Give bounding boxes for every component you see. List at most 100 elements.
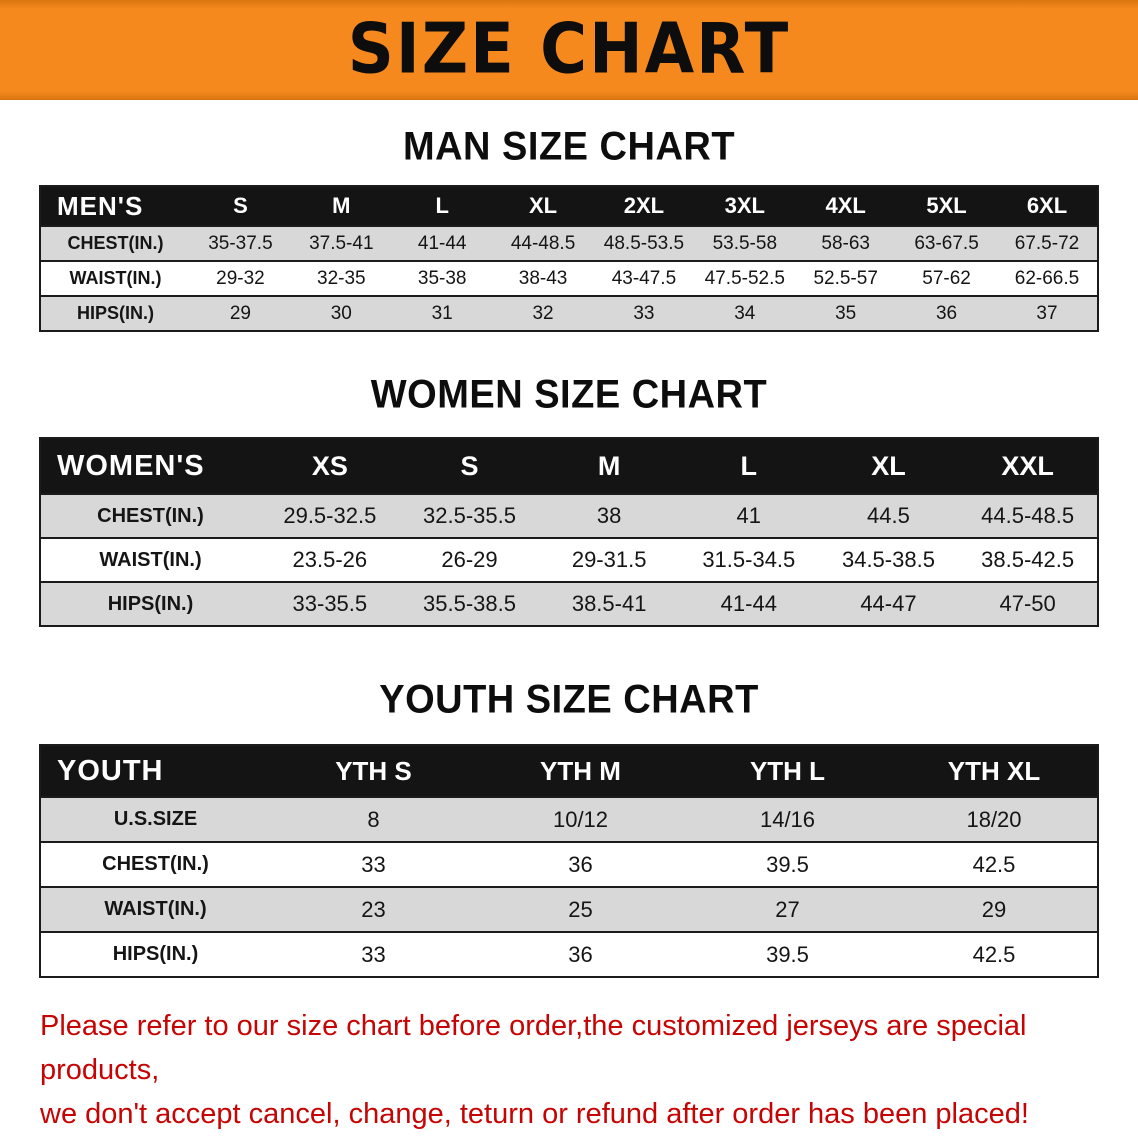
table-cell: 62-66.5	[1014, 267, 1080, 289]
table-cell: 35.5-38.5	[423, 591, 516, 616]
youth-chest-row: CHEST(IN.) 33 36 39.5 42.5	[40, 842, 1098, 887]
row-label: U.S.SIZE	[113, 808, 198, 830]
table-cell: 23	[361, 896, 386, 922]
youth-waist-row: WAIST(IN.) 23 25 27 29	[40, 887, 1098, 932]
table-cell: 26-29	[441, 547, 498, 572]
column-header: L	[678, 438, 819, 494]
row-label: CHEST(IN.)	[67, 233, 164, 253]
men-section-title: MAN SIZE CHART	[402, 124, 736, 170]
row-label: HIPS(IN.)	[76, 303, 154, 323]
column-header: YTH XL	[891, 745, 1098, 797]
men-table-corner-label: MEN'S	[40, 186, 190, 226]
table-cell: 32.5-35.5	[423, 503, 516, 528]
column-header: S	[399, 438, 540, 494]
table-cell: 53.5-58	[712, 232, 778, 254]
table-cell: 36	[935, 302, 958, 324]
table-cell: 44-47	[860, 591, 917, 616]
table-cell: 48.5-53.5	[603, 232, 685, 254]
table-cell: 33	[361, 851, 386, 877]
column-header: XXL	[958, 438, 1098, 494]
table-cell: 42.5	[972, 941, 1016, 967]
row-label: CHEST(IN.)	[102, 853, 209, 875]
table-cell: 44-48.5	[510, 232, 576, 254]
table-cell: 29.5-32.5	[283, 503, 377, 528]
column-header: XL	[492, 186, 594, 226]
women-size-chart-section: WOMEN SIZE CHART WOMEN'S XS S M L XL XXL…	[0, 332, 1138, 627]
table-cell: 39.5	[766, 941, 809, 967]
table-cell: 35-37.5	[208, 232, 273, 254]
table-cell: 38.5-41	[571, 591, 647, 616]
table-cell: 41-44	[417, 232, 467, 254]
men-table-header-row: MEN'S S M L XL 2XL 3XL 4XL 5XL 6XL	[40, 186, 1098, 226]
notice-line-1: Please refer to our size chart before or…	[40, 1010, 1027, 1086]
row-label: WAIST(IN.)	[99, 548, 202, 571]
table-cell: 41-44	[720, 591, 777, 616]
table-cell: 36	[568, 941, 593, 967]
men-size-chart-section: MAN SIZE CHART MEN'S S M L XL 2XL 3XL 4X…	[0, 100, 1138, 332]
table-cell: 41	[736, 503, 762, 528]
table-cell: 57-62	[922, 267, 971, 289]
table-cell: 39.5	[766, 851, 809, 877]
table-cell: 35-38	[417, 267, 467, 289]
table-cell: 36	[568, 851, 593, 877]
table-cell: 33-35.5	[292, 591, 368, 616]
row-label: HIPS(IN.)	[107, 592, 194, 615]
column-header: 5XL	[896, 186, 997, 226]
table-cell: 33	[361, 941, 386, 967]
table-cell: 23.5-26	[292, 547, 368, 572]
table-cell: 32	[532, 302, 554, 324]
youth-size-table: YOUTH YTH S YTH M YTH L YTH XL U.S.SIZE …	[39, 744, 1099, 978]
women-table-corner-label: WOMEN'S	[40, 438, 260, 494]
table-cell: 58-63	[821, 232, 870, 254]
table-cell: 10/12	[552, 806, 609, 832]
youth-ussize-row: U.S.SIZE 8 10/12 14/16 18/20	[40, 797, 1098, 842]
youth-table-header-row: YOUTH YTH S YTH M YTH L YTH XL	[40, 745, 1098, 797]
table-cell: 29-31.5	[571, 547, 647, 572]
column-header: M	[539, 438, 679, 494]
table-cell: 47-50	[999, 591, 1056, 616]
youth-hips-row: HIPS(IN.) 33 36 39.5 42.5	[40, 932, 1098, 977]
table-cell: 18/20	[966, 806, 1022, 832]
row-label: WAIST(IN.)	[69, 268, 162, 288]
women-waist-row: WAIST(IN.) 23.5-26 26-29 29-31.5 31.5-34…	[40, 538, 1098, 582]
men-hips-row: HIPS(IN.) 29 30 31 32 33 34 35 36 37	[40, 296, 1098, 331]
column-header: 2XL	[593, 186, 695, 226]
column-header: YTH M	[477, 745, 684, 797]
table-cell: 30	[330, 302, 352, 324]
men-size-table: MEN'S S M L XL 2XL 3XL 4XL 5XL 6XL CHEST…	[39, 185, 1099, 332]
table-cell: 37.5-41	[309, 232, 374, 254]
row-label: WAIST(IN.)	[104, 898, 207, 920]
table-cell: 29-32	[216, 267, 265, 289]
column-header: S	[190, 186, 291, 226]
column-header: 4XL	[795, 186, 897, 226]
table-cell: 25	[568, 896, 593, 922]
table-cell: 27	[775, 896, 800, 922]
column-header: 3XL	[694, 186, 796, 226]
table-cell: 44.5-48.5	[981, 503, 1075, 528]
size-chart-banner: SIZE CHART	[0, 0, 1138, 100]
table-cell: 43-47.5	[611, 267, 677, 289]
table-cell: 52.5-57	[813, 267, 878, 289]
women-table-header-row: WOMEN'S XS S M L XL XXL	[40, 438, 1098, 494]
women-chest-row: CHEST(IN.) 29.5-32.5 32.5-35.5 38 41 44.…	[40, 494, 1098, 538]
table-cell: 38.5-42.5	[981, 547, 1075, 572]
row-label: CHEST(IN.)	[97, 504, 204, 527]
table-cell: 29	[981, 896, 1007, 922]
column-header: XS	[260, 438, 400, 494]
table-cell: 63-67.5	[914, 232, 979, 254]
table-cell: 29	[229, 302, 251, 324]
table-cell: 31.5-34.5	[702, 547, 796, 572]
youth-section-title: YOUTH SIZE CHART	[379, 677, 759, 723]
table-cell: 38-43	[518, 267, 568, 289]
women-size-table: WOMEN'S XS S M L XL XXL CHEST(IN.) 29.5-…	[39, 437, 1099, 627]
youth-size-chart-section: YOUTH SIZE CHART YOUTH YTH S YTH M YTH L…	[0, 627, 1138, 978]
table-cell: 8	[367, 806, 380, 832]
order-notice: Please refer to our size chart before or…	[40, 1004, 1100, 1136]
table-cell: 44.5	[867, 503, 910, 528]
notice-line-2: we don't accept cancel, change, teturn o…	[40, 1098, 1029, 1130]
table-cell: 14/16	[759, 806, 816, 832]
column-header: YTH S	[270, 745, 477, 797]
column-header: M	[290, 186, 392, 226]
table-cell: 67.5-72	[1014, 232, 1080, 254]
table-cell: 38	[596, 503, 622, 528]
